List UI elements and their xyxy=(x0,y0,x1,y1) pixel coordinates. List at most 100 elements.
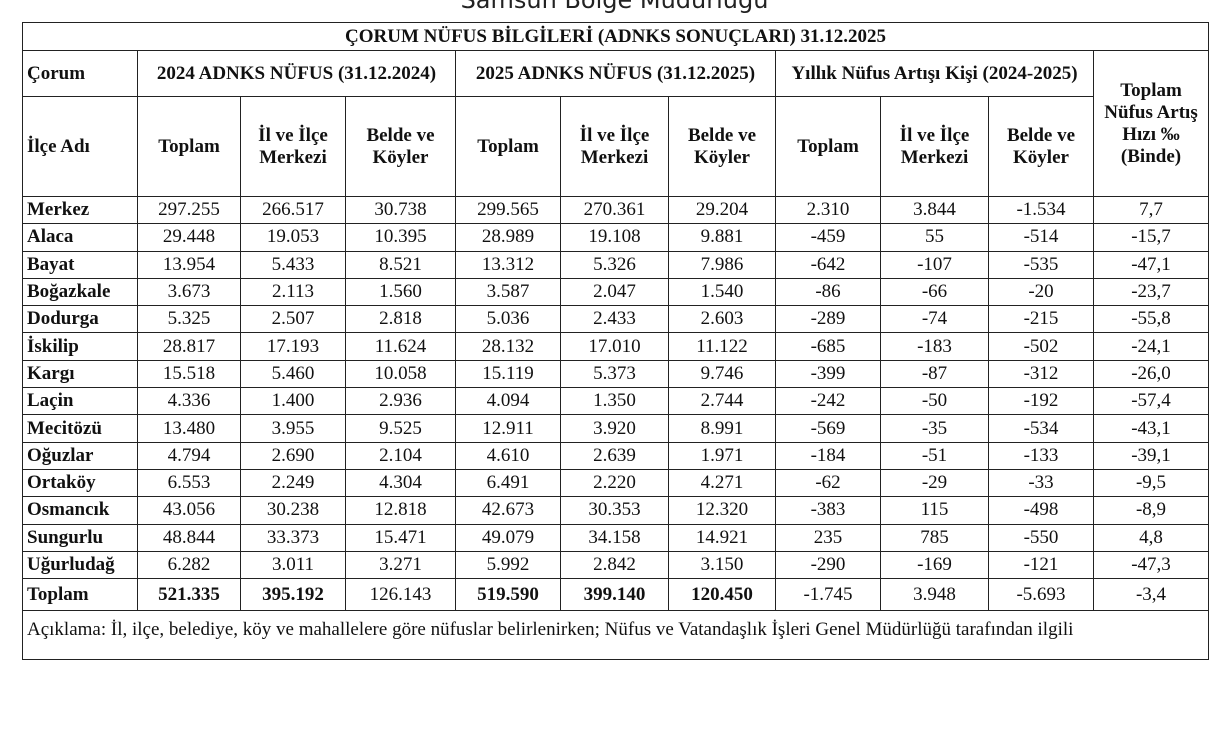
cell: -35 xyxy=(880,414,989,443)
total-label: Toplam xyxy=(22,578,138,612)
cell: -23,7 xyxy=(1092,277,1210,307)
cell: 3.150 xyxy=(668,550,776,580)
rate-header: Toplam Nüfus Artış Hızı ‰ (Binde) xyxy=(1092,50,1210,197)
cell: 785 xyxy=(880,523,989,552)
organization-heading: Samsun Bölge Müdürlüğü xyxy=(460,0,769,14)
cell: -399 xyxy=(775,359,881,389)
group-2025-header: 2025 ADNKS NÜFUS (31.12.2025) xyxy=(455,50,776,97)
cell: -215 xyxy=(988,305,1094,334)
table-row: Osmancık 43.056 30.238 12.818 42.673 30.353 12… xyxy=(22,496,1210,525)
cell: -47,3 xyxy=(1092,550,1210,580)
table-row: Ortaköy 6.553 2.249 4.304 6.491 2.220 4.271 -62… xyxy=(22,468,1210,498)
footnote: Açıklama: İl, ilçe, belediye, köy ve mah… xyxy=(21,610,1210,661)
cell: 15.119 xyxy=(455,359,561,389)
cell: -43,1 xyxy=(1092,414,1210,443)
district-name: Dodurga xyxy=(22,305,138,334)
cell: -33 xyxy=(988,468,1094,498)
cell: 28.817 xyxy=(137,332,241,361)
cell: 1.400 xyxy=(240,387,346,416)
cell: 519.590 xyxy=(455,578,561,612)
cell: 2.249 xyxy=(240,468,346,498)
cell: 115 xyxy=(880,496,989,525)
cell: -459 xyxy=(775,223,881,252)
district-name: Oğuzlar xyxy=(22,441,138,470)
cell: 15.518 xyxy=(137,359,241,389)
cell: 19.108 xyxy=(560,223,669,252)
cell: 8.991 xyxy=(668,414,776,443)
col-total-2024: Toplam xyxy=(137,96,241,197)
cell: 5.433 xyxy=(240,250,346,279)
cell: 28.989 xyxy=(455,223,561,252)
table-row: Boğazkale 3.673 2.113 1.560 3.587 2.047 1.540-… xyxy=(22,277,1210,307)
district-name: İskilip xyxy=(22,332,138,361)
cell: 2.310 xyxy=(775,195,881,225)
cell: 266.517 xyxy=(240,195,346,225)
cell: 1.560 xyxy=(345,277,456,307)
cell: 42.673 xyxy=(455,496,561,525)
cell: -569 xyxy=(775,414,881,443)
table-row: Laçin 4.336 1.400 2.936 4.094 1.350 2.744 -242-… xyxy=(22,387,1210,416)
cell: 55 xyxy=(880,223,989,252)
cell: -192 xyxy=(988,387,1094,416)
cell: 19.053 xyxy=(240,223,346,252)
table-row: Uğurludağ 6.282 3.011 3.271 5.992 2.842 3.150-… xyxy=(22,550,1210,580)
district-name: Alaca xyxy=(22,223,138,252)
cell: 12.320 xyxy=(668,496,776,525)
cell: 49.079 xyxy=(455,523,561,552)
cell: -290 xyxy=(775,550,881,580)
cell: 2.744 xyxy=(668,387,776,416)
cell: 3.948 xyxy=(880,578,989,612)
cell: 395.192 xyxy=(240,578,346,612)
table-row: İskilip 28.817 17.193 11.624 28.132 17.010 11.… xyxy=(22,332,1210,361)
cell: -8,9 xyxy=(1092,496,1210,525)
cell: 7.986 xyxy=(668,250,776,279)
col-center-2025: İl ve İlçe Merkezi xyxy=(560,96,669,197)
cell: 5.325 xyxy=(137,305,241,334)
cell: 9.525 xyxy=(345,414,456,443)
cell: 2.104 xyxy=(345,441,456,470)
cell: 29.204 xyxy=(668,195,776,225)
district-name: Uğurludağ xyxy=(22,550,138,580)
cell: 3.955 xyxy=(240,414,346,443)
cell: 12.911 xyxy=(455,414,561,443)
cell: 43.056 xyxy=(137,496,241,525)
cell: 3.844 xyxy=(880,195,989,225)
cell: -51 xyxy=(880,441,989,470)
cell: 10.395 xyxy=(345,223,456,252)
cell: 34.158 xyxy=(560,523,669,552)
cell: 126.143 xyxy=(345,578,456,612)
col-total-2025: Toplam xyxy=(455,96,561,197)
cell: 2.818 xyxy=(345,305,456,334)
cell: 10.058 xyxy=(345,359,456,389)
district-name: Sungurlu xyxy=(22,523,138,552)
cell: 3.271 xyxy=(345,550,456,580)
cell: 5.036 xyxy=(455,305,561,334)
cell: -50 xyxy=(880,387,989,416)
cell: 521.335 xyxy=(137,578,241,612)
population-table: ÇORUM NÜFUS BİLGİLERİ (ADNKS SONUÇLARI) … xyxy=(21,22,1210,661)
cell: -183 xyxy=(880,332,989,361)
cell: -514 xyxy=(988,223,1094,252)
table-row: Alaca 29.448 19.053 10.395 28.989 19.108 9.881… xyxy=(22,223,1210,252)
district-name: Kargı xyxy=(22,359,138,389)
district-name: Boğazkale xyxy=(22,277,138,307)
cell: -169 xyxy=(880,550,989,580)
cell: -24,1 xyxy=(1092,332,1210,361)
cell: -62 xyxy=(775,468,881,498)
cell: 1.350 xyxy=(560,387,669,416)
cell: 4.094 xyxy=(455,387,561,416)
total-row: Toplam 521.335 395.192 126.143 519.590 3… xyxy=(22,578,1210,612)
cell: -383 xyxy=(775,496,881,525)
cell: 270.361 xyxy=(560,195,669,225)
cell: 6.282 xyxy=(137,550,241,580)
cell: -312 xyxy=(988,359,1094,389)
cell: 13.480 xyxy=(137,414,241,443)
cell: 28.132 xyxy=(455,332,561,361)
cell: 3.920 xyxy=(560,414,669,443)
cell: -47,1 xyxy=(1092,250,1210,279)
cell: 17.193 xyxy=(240,332,346,361)
cell: -55,8 xyxy=(1092,305,1210,334)
district-name: Laçin xyxy=(22,387,138,416)
cell: -184 xyxy=(775,441,881,470)
cell: -133 xyxy=(988,441,1094,470)
